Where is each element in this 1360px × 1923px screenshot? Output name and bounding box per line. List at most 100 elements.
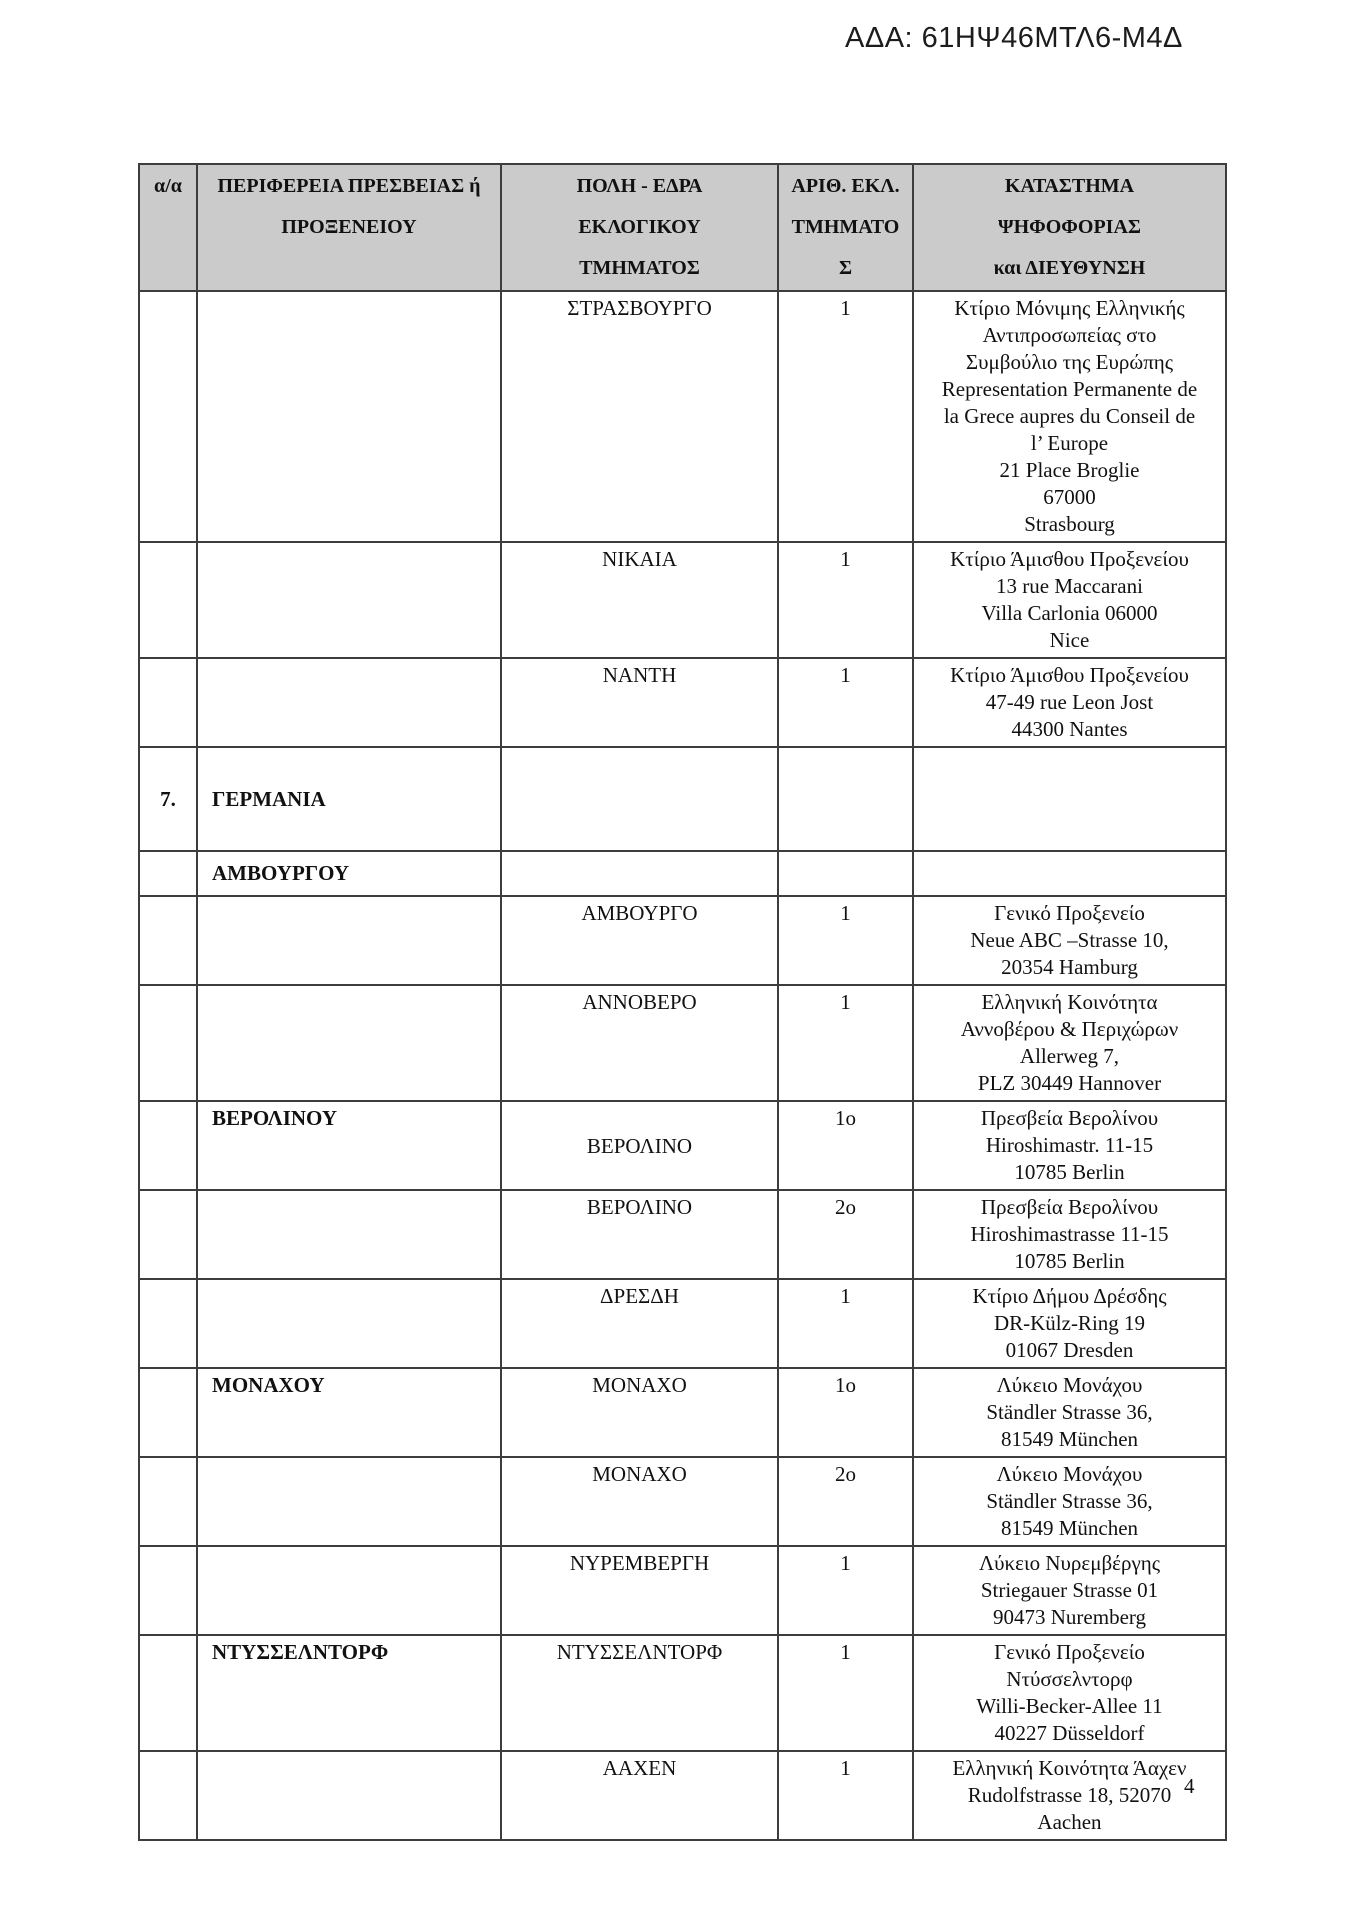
cell-address [912,746,1227,852]
cell-city [500,746,779,852]
cell-city: ΔΡΕΣΔΗ [500,1278,779,1369]
cell-index [138,1456,198,1547]
table-body: ΣΤΡΑΣΒΟΥΡΓΟ 1 Κτίριο Μόνιμης Ελληνικής Αντ… [138,290,1227,1841]
table-row: ΒΕΡΟΛΙΝΟΥ ΒΕΡΟΛΙΝΟ 1ο Πρεσβεία Βερολίνου Hi… [138,1100,1227,1191]
table-row: ΔΡΕΣΔΗ 1 Κτίριο Δήμου Δρέσδης DR-Külz-Ring… [138,1278,1227,1369]
cell-index [138,984,198,1102]
cell-station-number [777,746,914,852]
cell-city: ΒΕΡΟΛΙΝΟ [500,1189,779,1280]
cell-address: Ελληνική Κοινότητα Αννοβέρου & Περιχώρων… [912,984,1227,1102]
cell-index [138,541,198,659]
cell-region [196,984,502,1102]
table-row: ΒΕΡΟΛΙΝΟ 2ο Πρεσβεία Βερολίνου Hiroshimast… [138,1189,1227,1280]
cell-station-number: 1 [777,895,914,986]
ada-code: ΑΔΑ: 61ΗΨ46ΜΤΛ6-Μ4Δ [845,22,1183,54]
cell-address: Κτίριο Άμισθου Προξενείου 13 rue Maccara… [912,541,1227,659]
cell-index [138,290,198,543]
header-row: α/α ΠΕΡΙΦΕΡΕΙΑ ΠΡΕΣΒΕΙΑΣ ή ΠΡΟΞΕΝΕΙΟΥ ΠΟ… [138,163,1227,292]
cell-city: ΒΕΡΟΛΙΝΟ [500,1100,779,1191]
table-row: ΝΑΝΤΗ 1 Κτίριο Άμισθου Προξενείου 47-49 ru… [138,657,1227,748]
cell-address: Πρεσβεία Βερολίνου Hiroshimastr. 11-15 1… [912,1100,1227,1191]
cell-city: ΜΟΝΑΧΟ [500,1367,779,1458]
cell-index [138,1367,198,1458]
cell-region: ΝΤΥΣΣΕΛΝΤΟΡΦ [196,1634,502,1752]
table-row: ΜΟΝΑΧΟΥ ΜΟΝΑΧΟ 1ο Λύκειο Μονάχου Ständler S… [138,1367,1227,1458]
cell-address: Λύκειο Μονάχου Ständler Strasse 36, 8154… [912,1367,1227,1458]
cell-index [138,1278,198,1369]
cell-address: Πρεσβεία Βερολίνου Hiroshimastrasse 11-1… [912,1189,1227,1280]
cell-region [196,290,502,543]
cell-station-number: 2ο [777,1456,914,1547]
cell-city: ΑΑΧΕΝ [500,1750,779,1841]
cell-address: Λύκειο Νυρεμβέργης Striegauer Strasse 01… [912,1545,1227,1636]
cell-city: ΑΜΒΟΥΡΓΟ [500,895,779,986]
table-row: ΝΥΡΕΜΒΕΡΓΗ 1 Λύκειο Νυρεμβέργης Striegauer… [138,1545,1227,1636]
cell-index [138,657,198,748]
cell-station-number: 1 [777,657,914,748]
cell-region [196,1189,502,1280]
page-number: 4 [1184,1774,1195,1798]
table-row: ΝΤΥΣΣΕΛΝΤΟΡΦ ΝΤΥΣΣΕΛΝΤΟΡΦ 1 Γενικό Προξενεί… [138,1634,1227,1752]
header-station-address: ΚΑΤΑΣΤΗΜΑ ΨΗΦΟΦΟΡΙΑΣ και ΔΙΕΥΘΥΝΣΗ [912,163,1227,292]
cell-address: Λύκειο Μονάχου Ständler Strasse 36, 8154… [912,1456,1227,1547]
table-row: ΑΜΒΟΥΡΓΟ 1 Γενικό Προξενείο Neue ABC –Stra… [138,895,1227,986]
cell-address: Κτίριο Μόνιμης Ελληνικής Αντιπροσωπείας … [912,290,1227,543]
cell-station-number: 1ο [777,1100,914,1191]
cell-region: ΜΟΝΑΧΟΥ [196,1367,502,1458]
cell-address: Γενικό Προξενείο Ντύσσελντορφ Willi-Beck… [912,1634,1227,1752]
cell-station-number: 1 [777,1634,914,1752]
cell-region [196,1456,502,1547]
cell-address: Γενικό Προξενείο Neue ABC –Strasse 10, 2… [912,895,1227,986]
table-row: 7. ΓΕΡΜΑΝΙΑ [138,746,1227,852]
cell-region [196,541,502,659]
header-city: ΠΟΛΗ - ΕΔΡΑ ΕΚΛΟΓΙΚΟΥ ΤΜΗΜΑΤΟΣ [500,163,779,292]
cell-index [138,1750,198,1841]
cell-region [196,1278,502,1369]
cell-city [500,850,779,897]
cell-station-number: 1 [777,290,914,543]
table-row: ΝΙΚΑΙΑ 1 Κτίριο Άμισθου Προξενείου 13 rue … [138,541,1227,659]
cell-region: ΒΕΡΟΛΙΝΟΥ [196,1100,502,1191]
table-row: ΑΑΧΕΝ 1 Ελληνική Κοινότητα Άαχεν Rudolfstr… [138,1750,1227,1841]
cell-station-number: 2ο [777,1189,914,1280]
cell-index [138,895,198,986]
cell-region [196,895,502,986]
table-row: ΑΝΝΟΒΕΡΟ 1 Ελληνική Κοινότητα Αννοβέρου & … [138,984,1227,1102]
cell-index [138,1189,198,1280]
cell-index: 7. [138,746,198,852]
cell-city: ΝΑΝΤΗ [500,657,779,748]
cell-address: Κτίριο Δήμου Δρέσδης DR-Külz-Ring 19 010… [912,1278,1227,1369]
cell-station-number: 1 [777,1278,914,1369]
table-header: α/α ΠΕΡΙΦΕΡΕΙΑ ΠΡΕΣΒΕΙΑΣ ή ΠΡΟΞΕΝΕΙΟΥ ΠΟ… [138,163,1227,292]
cell-station-number: 1 [777,541,914,659]
cell-city: ΝΙΚΑΙΑ [500,541,779,659]
header-station-number: ΑΡΙΘ. ΕΚΛ. ΤΜΗΜΑΤΟ Σ [777,163,914,292]
cell-city: ΝΤΥΣΣΕΛΝΤΟΡΦ [500,1634,779,1752]
cell-station-number [777,850,914,897]
cell-region: ΑΜΒΟΥΡΓΟΥ [196,850,502,897]
cell-address: Ελληνική Κοινότητα Άαχεν Rudolfstrasse 1… [912,1750,1227,1841]
cell-index [138,850,198,897]
table-row: ΑΜΒΟΥΡΓΟΥ [138,850,1227,897]
cell-index [138,1545,198,1636]
header-index: α/α [138,163,198,292]
cell-index [138,1100,198,1191]
table-row: ΜΟΝΑΧΟ 2ο Λύκειο Μονάχου Ständler Strasse … [138,1456,1227,1547]
cell-region: ΓΕΡΜΑΝΙΑ [196,746,502,852]
polling-stations-table: α/α ΠΕΡΙΦΕΡΕΙΑ ΠΡΕΣΒΕΙΑΣ ή ΠΡΟΞΕΝΕΙΟΥ ΠΟ… [138,163,1227,1841]
cell-city: ΝΥΡΕΜΒΕΡΓΗ [500,1545,779,1636]
cell-city: ΣΤΡΑΣΒΟΥΡΓΟ [500,290,779,543]
cell-city: ΜΟΝΑΧΟ [500,1456,779,1547]
cell-station-number: 1 [777,1545,914,1636]
cell-region [196,1545,502,1636]
cell-index [138,1634,198,1752]
cell-region [196,657,502,748]
cell-city: ΑΝΝΟΒΕΡΟ [500,984,779,1102]
cell-station-number: 1 [777,1750,914,1841]
table-row: ΣΤΡΑΣΒΟΥΡΓΟ 1 Κτίριο Μόνιμης Ελληνικής Αντ… [138,290,1227,543]
cell-address: Κτίριο Άμισθου Προξενείου 47-49 rue Leon… [912,657,1227,748]
cell-station-number: 1ο [777,1367,914,1458]
cell-station-number: 1 [777,984,914,1102]
header-region: ΠΕΡΙΦΕΡΕΙΑ ΠΡΕΣΒΕΙΑΣ ή ΠΡΟΞΕΝΕΙΟΥ [196,163,502,292]
cell-region [196,1750,502,1841]
